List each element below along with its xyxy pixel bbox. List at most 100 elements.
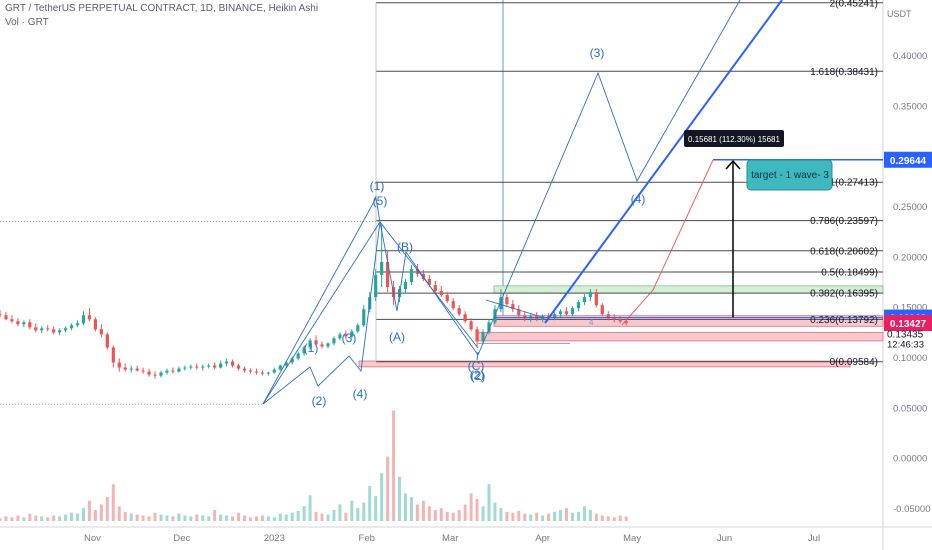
candle [4,315,8,320]
candle [230,361,235,366]
volume-bar [445,511,449,521]
volume-bar [463,504,467,521]
volume-bar [326,514,330,521]
candle [195,366,199,368]
candle [457,308,461,315]
volume-bar [421,500,425,521]
volume-bar [582,506,586,521]
volume-bar [481,506,485,521]
y-tick-label: 0.25000 [893,202,927,213]
volume-bar [213,509,217,521]
volume-bar [624,516,628,521]
volume-bar [535,512,539,521]
candle [183,367,187,369]
volume-bar [34,515,38,521]
candle [487,322,491,333]
volume-bar [469,493,473,521]
candle [505,297,509,305]
volume-bar [499,508,503,521]
candle [332,338,336,344]
projected-wave-lines [477,0,741,356]
candle [302,347,306,354]
impulse-outer-line [262,196,381,405]
measure-label: 0.15681 (112.30%) 15681 [688,135,780,144]
impulse-base-line [262,221,381,405]
candle [475,329,479,342]
volume-bar [248,517,252,521]
volume-bar [129,513,133,521]
x-tick-label: Jun [717,533,732,544]
fib-level-label: 0.786(0.23597) [810,216,878,227]
candle [570,308,575,315]
candle [58,330,62,333]
volume-bar [22,517,26,521]
last-price-label: 0.13435 [887,329,924,340]
target-box [746,159,833,191]
candle [117,362,121,368]
y-tick-label: 0.10000 [893,353,927,364]
volume-bar [457,509,461,521]
price-badge [884,315,932,332]
candle [511,304,515,310]
volume-bar [123,511,127,521]
candle [558,311,563,315]
volume-bar [547,513,551,521]
wave-label: (2) [470,368,485,382]
candle [427,278,431,286]
volume-bar [278,513,282,521]
candle [552,314,557,319]
x-tick-label: Jul [808,533,820,544]
candle [380,261,384,275]
volume-bar [87,500,91,521]
x-tick-label: Feb [359,533,375,544]
target-projection-line [621,159,714,326]
candle [362,309,366,326]
candle [618,319,622,322]
fib-level-label: 1(0.27413) [830,178,878,189]
volume-bar [0,518,2,521]
candle [350,331,354,337]
candle [153,374,157,376]
y-tick-label: 0.20000 [893,252,927,263]
fib-level-label: 0.5(0.18499) [821,267,878,278]
candle [46,328,50,330]
volume-bar [81,508,85,521]
y-tick-label: 0.15000 [893,303,927,314]
candle [141,370,145,372]
fib-level-label: 0.236(0.13792) [810,315,878,326]
volume-bar [4,516,8,521]
y-tick-label: 0.35000 [893,101,927,112]
candle [69,325,74,329]
candle [588,292,592,298]
volume-bar [242,515,246,521]
candle [415,268,420,274]
volume-bar [153,512,157,521]
candle [16,321,20,325]
projection-connector [485,299,546,319]
candle [612,318,616,320]
wave-label: (2) [312,394,327,408]
volume-bar [177,513,181,521]
candle [28,322,32,328]
candle [409,268,414,282]
volume-bar [93,509,97,521]
candle [225,361,229,364]
volume-bar [46,517,50,521]
wave-label-small: 4 [589,318,594,327]
candle [308,340,312,348]
volume-bar [332,509,336,521]
volume-bar [302,506,306,521]
volume-bar [207,516,211,521]
volume-bar [183,515,187,521]
volume-bar [117,506,121,521]
volume-bar [511,512,515,521]
wave-label: (2) [471,369,486,383]
wave-label: (A) [389,330,405,344]
volume-bar [201,515,205,521]
candle [481,332,485,342]
wave-label: (4) [631,192,646,206]
support-zone-mid [477,331,884,342]
trend-line [544,0,783,324]
candle [93,319,98,330]
